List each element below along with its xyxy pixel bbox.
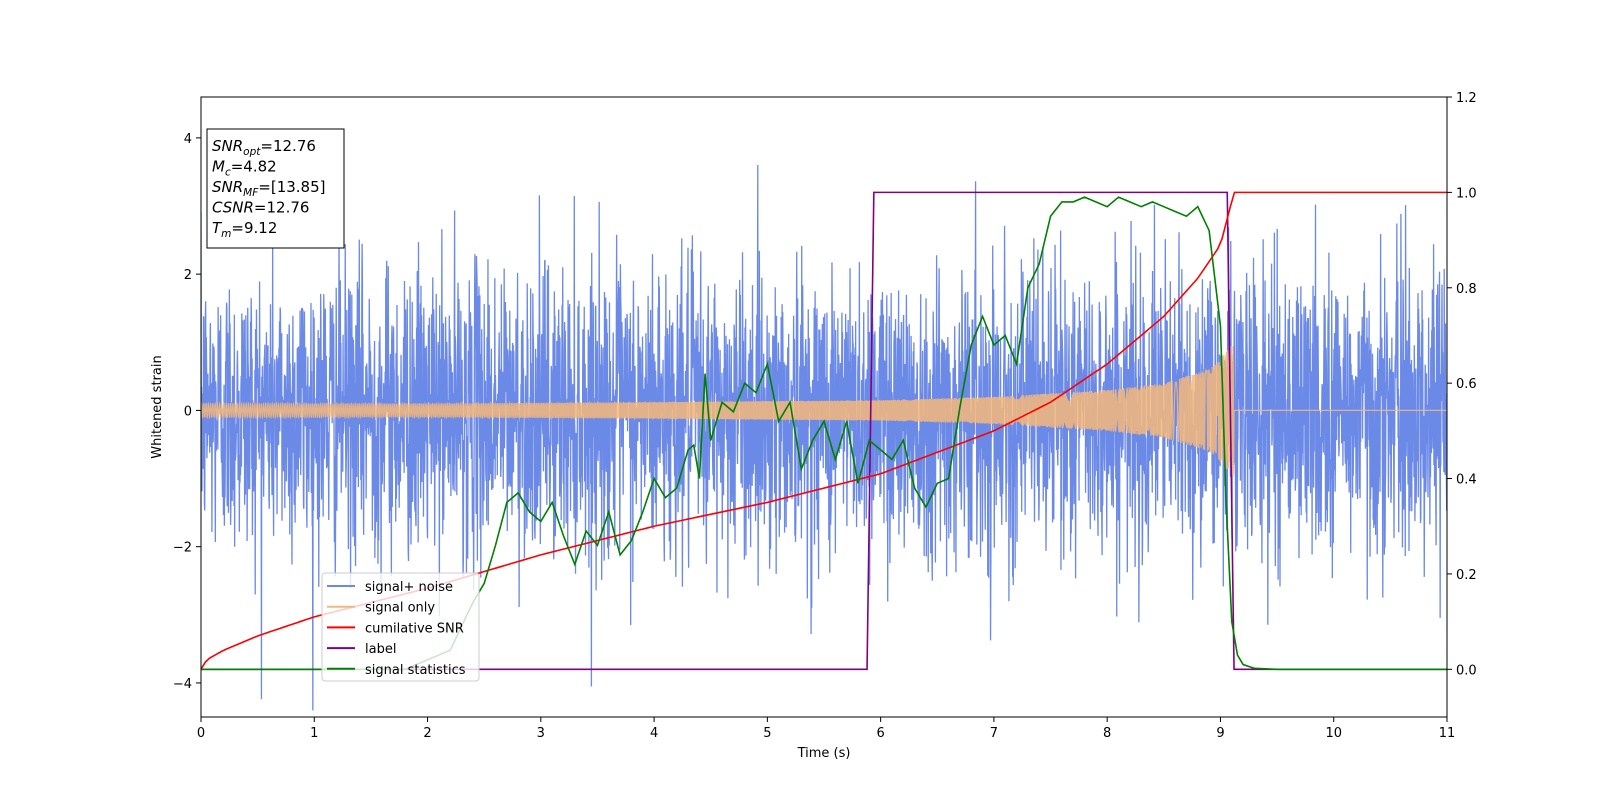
y-tick-label: 0 xyxy=(184,404,192,419)
x-tick-label: 2 xyxy=(423,726,431,741)
x-tick-label: 9 xyxy=(1216,726,1224,741)
y2-tick-label: 1.2 xyxy=(1456,91,1477,106)
y-axis-label: Whitened strain xyxy=(150,355,165,458)
y2-tick-label: 0.0 xyxy=(1456,663,1477,678)
x-tick-label: 5 xyxy=(763,726,771,741)
y2-tick-label: 0.4 xyxy=(1456,473,1477,488)
series-signal-only xyxy=(201,346,1447,478)
x-tick-label: 11 xyxy=(1439,726,1456,741)
annotation-line: Mc=4.82 xyxy=(212,158,277,179)
legend-entry: signal statistics xyxy=(365,663,466,678)
y2-tick-label: 1.0 xyxy=(1456,186,1477,201)
x-tick-label: 1 xyxy=(310,726,318,741)
legend-entry: cumilative SNR xyxy=(365,621,464,636)
legend-entry: label xyxy=(365,642,396,657)
x-tick-label: 10 xyxy=(1325,726,1342,741)
legend-frame xyxy=(321,572,480,682)
x-tick-label: 0 xyxy=(197,726,205,741)
y-axis-right: 0.0 0.2 0.4 0.6 0.8 1.0 1.2 xyxy=(1447,91,1477,678)
series-signal-noise xyxy=(201,165,1447,711)
y-tick-label: 4 xyxy=(184,132,192,147)
x-tick-label: 3 xyxy=(537,726,545,741)
legend: signal+ noise signal only cumilative SNR la… xyxy=(321,572,480,682)
annotation-line: Tm=9.12 xyxy=(212,219,277,240)
x-tick-label: 4 xyxy=(650,726,658,741)
legend-entry: signal only xyxy=(365,601,435,616)
y-axis-left: −4 −2 0 2 4 xyxy=(173,132,201,692)
y2-tick-label: 0.6 xyxy=(1456,377,1477,392)
y2-tick-label: 0.2 xyxy=(1456,568,1477,583)
x-axis-label: Time (s) xyxy=(797,746,851,761)
x-tick-label: 6 xyxy=(876,726,884,741)
y-tick-label: −4 xyxy=(173,677,192,692)
y-tick-label: 2 xyxy=(184,268,192,283)
legend-entry: signal+ noise xyxy=(365,580,453,595)
series-signal-statistics xyxy=(201,196,1447,671)
annotation-line: CSNR=12.76 xyxy=(212,199,309,217)
y-tick-label: −2 xyxy=(173,541,192,556)
annotation-box-frame xyxy=(206,128,345,249)
x-tick-label: 8 xyxy=(1103,726,1111,741)
snr-annotation-box: SNRopt=12.76Mc=4.82SNRMF=[13.85]CSNR=12.… xyxy=(206,128,345,249)
x-axis: 0 1 2 3 4 5 6 7 8 9 10 11 xyxy=(197,717,1455,741)
x-tick-label: 7 xyxy=(990,726,998,741)
annotation-line: SNRMF=[13.85] xyxy=(212,178,326,199)
annotation-line: SNRopt=12.76 xyxy=(212,137,316,158)
y2-tick-label: 0.8 xyxy=(1456,282,1477,297)
plot-frame xyxy=(200,96,1448,718)
